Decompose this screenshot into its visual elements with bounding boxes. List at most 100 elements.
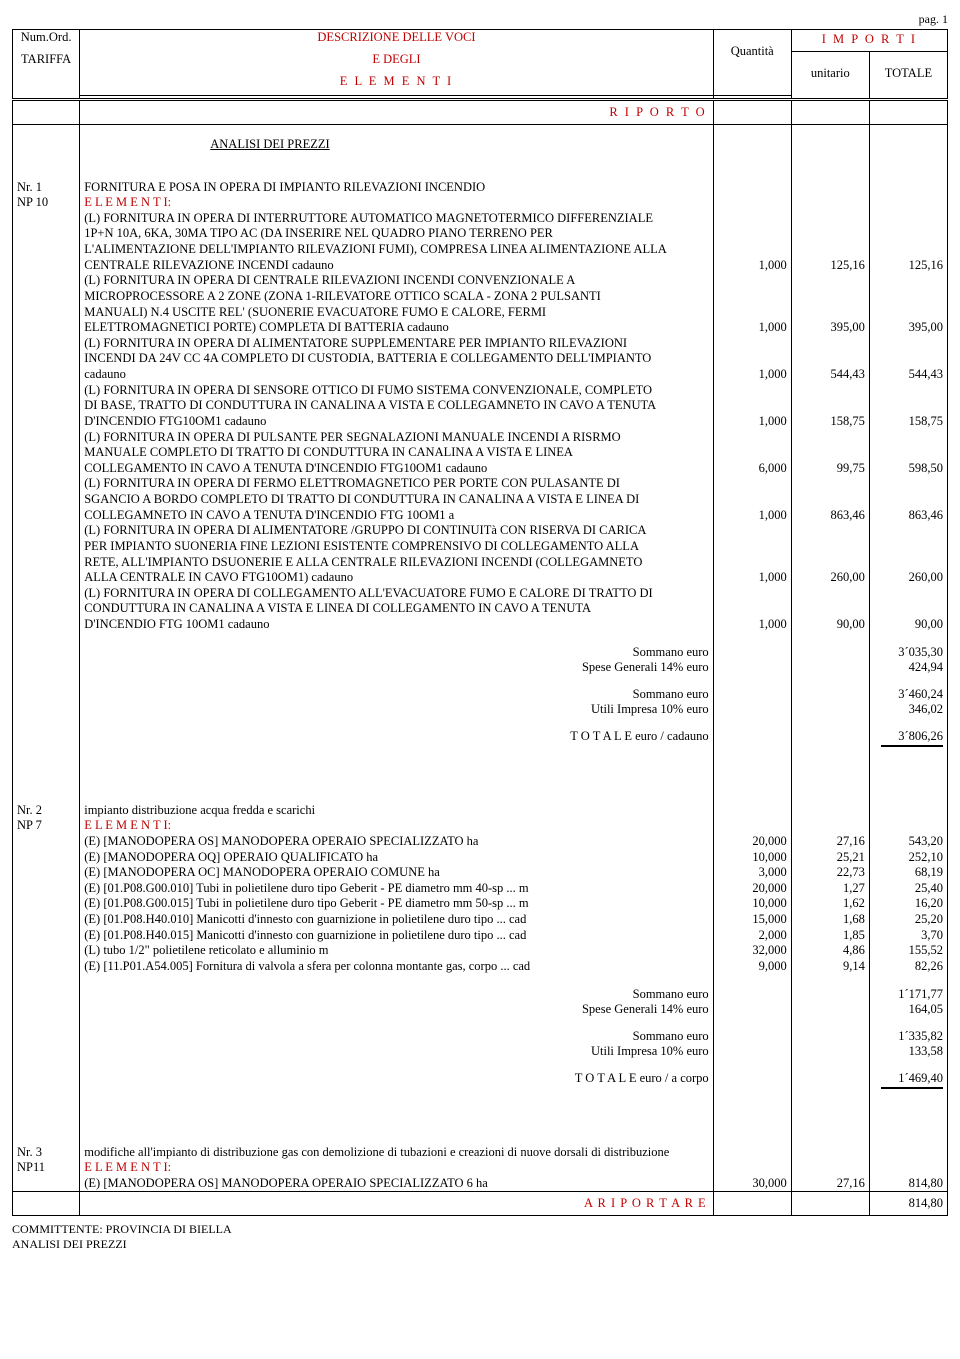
desc-line: MANUALE COMPLETO DI TRATTO DI CONDUTTURA… (80, 445, 713, 461)
desc-line: (L) FORNITURA IN OPERA DI CENTRALE RILEV… (80, 273, 713, 289)
qty-cell (713, 523, 791, 539)
qty-cell: 2,000 (713, 928, 791, 944)
entry2-code: NP 7 (13, 818, 80, 834)
desc-line: D'INCENDIO FTG10OM1 cadauno (80, 414, 713, 430)
desc-line: MANUALI) N.4 USCITE REL' (SUONERIE EVACU… (80, 305, 713, 321)
page-number: pag. 1 (12, 12, 948, 27)
qty-cell (713, 383, 791, 399)
entry2-utili-val: 133,58 (869, 1044, 947, 1059)
qty-cell: 1,000 (713, 570, 791, 586)
entry3-code: NP11 (13, 1160, 80, 1176)
desc-line: (E) [01.P08.G00.010] Tubi in polietilene… (80, 881, 713, 897)
desc-line: CONDUTTURA IN CANALINA A VISTA E LINEA D… (80, 601, 713, 617)
tot-cell (869, 226, 947, 242)
entry1-sommano1-label: Sommano euro (80, 645, 713, 660)
qty-cell (713, 211, 791, 227)
entry2-elementi-label: E L E M E N T I: (80, 818, 713, 834)
desc-line: ALLA CENTRALE IN CAVO FTG10OM1) cadauno (80, 570, 713, 586)
qty-cell (713, 586, 791, 602)
hdr-importi: I M P O R T I (791, 30, 947, 52)
qty-cell (713, 539, 791, 555)
unit-cell (791, 586, 869, 602)
hdr-tariffa: TARIFFA (13, 52, 80, 96)
tot-cell (869, 273, 947, 289)
tot-cell: 125,16 (869, 258, 947, 274)
tot-cell (869, 492, 947, 508)
unit-cell: 25,21 (791, 850, 869, 866)
qty-cell (713, 492, 791, 508)
qty-cell (713, 601, 791, 617)
tot-cell (869, 398, 947, 414)
tot-cell (869, 523, 947, 539)
qty-cell: 1,000 (713, 508, 791, 524)
entry3-elementi-label: E L E M E N T I: (80, 1160, 713, 1176)
unit-cell (791, 555, 869, 571)
qty-cell: 9,000 (713, 959, 791, 975)
desc-line: COLLEGAMENTO IN CAVO A TENUTA D'INCENDIO… (80, 461, 713, 477)
desc-line: SGANCIO A BORDO COMPLETO DI TRATTO DI CO… (80, 492, 713, 508)
entry2-totale-label: T O T A L E euro / a corpo (80, 1071, 713, 1089)
unit-cell (791, 398, 869, 414)
desc-line: (E) [01.P08.G00.015] Tubi in polietilene… (80, 896, 713, 912)
tot-cell: 814,80 (869, 1176, 947, 1192)
unit-cell (791, 430, 869, 446)
unit-cell (791, 492, 869, 508)
qty-cell: 20,000 (713, 881, 791, 897)
desc-line: L'ALIMENTAZIONE DELL'IMPIANTO RILEVAZION… (80, 242, 713, 258)
unit-cell: 395,00 (791, 320, 869, 336)
unit-cell: 1,68 (791, 912, 869, 928)
qty-cell: 1,000 (713, 617, 791, 633)
entry2-sommano2-label: Sommano euro (80, 1029, 713, 1044)
tot-cell: 260,00 (869, 570, 947, 586)
entry1-sommano2-label: Sommano euro (80, 687, 713, 702)
hdr-totale: TOTALE (869, 52, 947, 96)
unit-cell: 1,85 (791, 928, 869, 944)
tot-cell: 25,40 (869, 881, 947, 897)
entry1-nr: Nr. 1 (13, 180, 80, 196)
entry2-utili-label: Utili Impresa 10% euro (80, 1044, 713, 1059)
desc-line: (L) FORNITURA IN OPERA DI INTERRUTTORE A… (80, 211, 713, 227)
desc-line: CENTRALE RILEVAZIONE INCENDI cadauno (80, 258, 713, 274)
desc-line: MICROPROCESSORE A 2 ZONE (ZONA 1-RILEVAT… (80, 289, 713, 305)
qty-cell (713, 398, 791, 414)
tot-cell (869, 289, 947, 305)
qty-cell (713, 226, 791, 242)
desc-line: D'INCENDIO FTG 10OM1 cadauno (80, 617, 713, 633)
unit-cell: 99,75 (791, 461, 869, 477)
tot-cell (869, 305, 947, 321)
hdr-numord: Num.Ord. (13, 30, 80, 52)
tot-cell (869, 539, 947, 555)
entry2-sommano1-label: Sommano euro (80, 987, 713, 1002)
tot-cell: 155,52 (869, 943, 947, 959)
qty-cell (713, 351, 791, 367)
qty-cell (713, 242, 791, 258)
qty-cell: 6,000 (713, 461, 791, 477)
entry2-sommano1-val: 1´171,77 (869, 987, 947, 1002)
tot-cell: 863,46 (869, 508, 947, 524)
qty-cell (713, 555, 791, 571)
tot-cell: 395,00 (869, 320, 947, 336)
entry1-code: NP 10 (13, 195, 80, 211)
tot-cell: 3,70 (869, 928, 947, 944)
desc-line: cadauno (80, 367, 713, 383)
entry1-elementi-label: E L E M E N T I: (80, 195, 713, 211)
entry2-totale-val: 1´469,40 (881, 1071, 943, 1089)
unit-cell (791, 226, 869, 242)
desc-line: INCENDI DA 24V CC 4A COMPLETO DI CUSTODI… (80, 351, 713, 367)
qty-cell (713, 289, 791, 305)
desc-line: (L) FORNITURA IN OPERA DI ALIMENTATORE /… (80, 523, 713, 539)
desc-line: (L) FORNITURA IN OPERA DI COLLEGAMENTO A… (80, 586, 713, 602)
entry1-sommano1-val: 3´035,30 (869, 645, 947, 660)
tot-cell (869, 430, 947, 446)
qty-cell (713, 273, 791, 289)
qty-cell (713, 430, 791, 446)
desc-line: (E) [MANODOPERA OQ] OPERAIO QUALIFICATO … (80, 850, 713, 866)
tot-cell: 544,43 (869, 367, 947, 383)
unit-cell: 27,16 (791, 834, 869, 850)
entry2-spese-label: Spese Generali 14% euro (80, 1002, 713, 1017)
unit-cell (791, 336, 869, 352)
tot-cell: 25,20 (869, 912, 947, 928)
entry2-sommano2-val: 1´335,82 (869, 1029, 947, 1044)
unit-cell (791, 476, 869, 492)
tot-cell: 543,20 (869, 834, 947, 850)
